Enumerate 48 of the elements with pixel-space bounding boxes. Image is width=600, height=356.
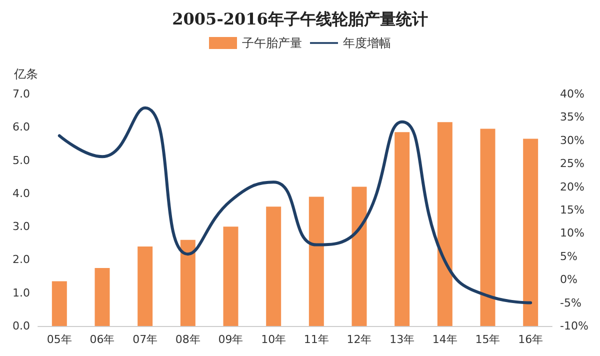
- y-tick-label: 6.0: [12, 120, 30, 134]
- y2-tick-label: 35%: [560, 110, 584, 124]
- bar: [308, 196, 324, 326]
- y-tick-label: 2.0: [12, 253, 30, 266]
- y-axis-title: 亿条: [13, 67, 38, 81]
- legend-label: 年度增幅: [343, 36, 391, 50]
- bar: [223, 226, 238, 326]
- bar: [437, 122, 452, 326]
- y-tick-label: 3.0: [12, 220, 30, 234]
- y2-tick-label: 20%: [560, 180, 584, 194]
- y2-tick-label: 15%: [560, 204, 584, 216]
- x-tick-label: 15年: [475, 333, 500, 346]
- y2-tick-label: -5%: [560, 296, 582, 310]
- bar: [352, 186, 367, 326]
- x-tick-label: 12年: [346, 333, 372, 346]
- y2-tick-label: 5%: [560, 250, 578, 263]
- y2-tick-label: 40%: [560, 88, 584, 100]
- y2-tick-label: 0%: [560, 273, 578, 286]
- bar: [266, 206, 282, 326]
- bar: [180, 240, 196, 326]
- x-tick-label: 08年: [175, 333, 200, 346]
- bar: [480, 128, 496, 326]
- bar: [94, 268, 110, 326]
- bar: [138, 246, 153, 326]
- x-tick-label: 11年: [304, 333, 329, 346]
- x-tick-label: 07年: [132, 333, 158, 346]
- bar: [394, 132, 410, 326]
- bar: [52, 281, 67, 326]
- y2-tick-label: 30%: [560, 134, 584, 147]
- y-tick-label: 4.0: [12, 186, 30, 200]
- x-tick-label: 14年: [432, 333, 458, 346]
- y-tick-label: 1.0: [12, 286, 30, 300]
- y2-tick-label: -10%: [560, 320, 588, 332]
- line-series: [58, 106, 532, 304]
- x-tick-label: 06年: [90, 333, 115, 346]
- y-tick-label: 0.0: [12, 320, 30, 332]
- y2-tick-label: 10%: [560, 226, 584, 240]
- x-tick-label: 16年: [518, 333, 544, 346]
- bar: [523, 138, 538, 326]
- x-tick-label: 09年: [218, 333, 244, 346]
- x-tick-label: 10年: [261, 333, 286, 346]
- x-tick-label: 05年: [46, 333, 72, 346]
- legend-label: 子午胎产量: [242, 36, 302, 50]
- y2-tick-label: 25%: [560, 157, 584, 170]
- x-tick-label: 13年: [390, 333, 415, 346]
- y-tick-label: 5.0: [12, 154, 30, 167]
- chart-title: 2005-2016年子午线轮胎产量统计: [172, 10, 428, 28]
- y-tick-label: 7.0: [12, 88, 30, 100]
